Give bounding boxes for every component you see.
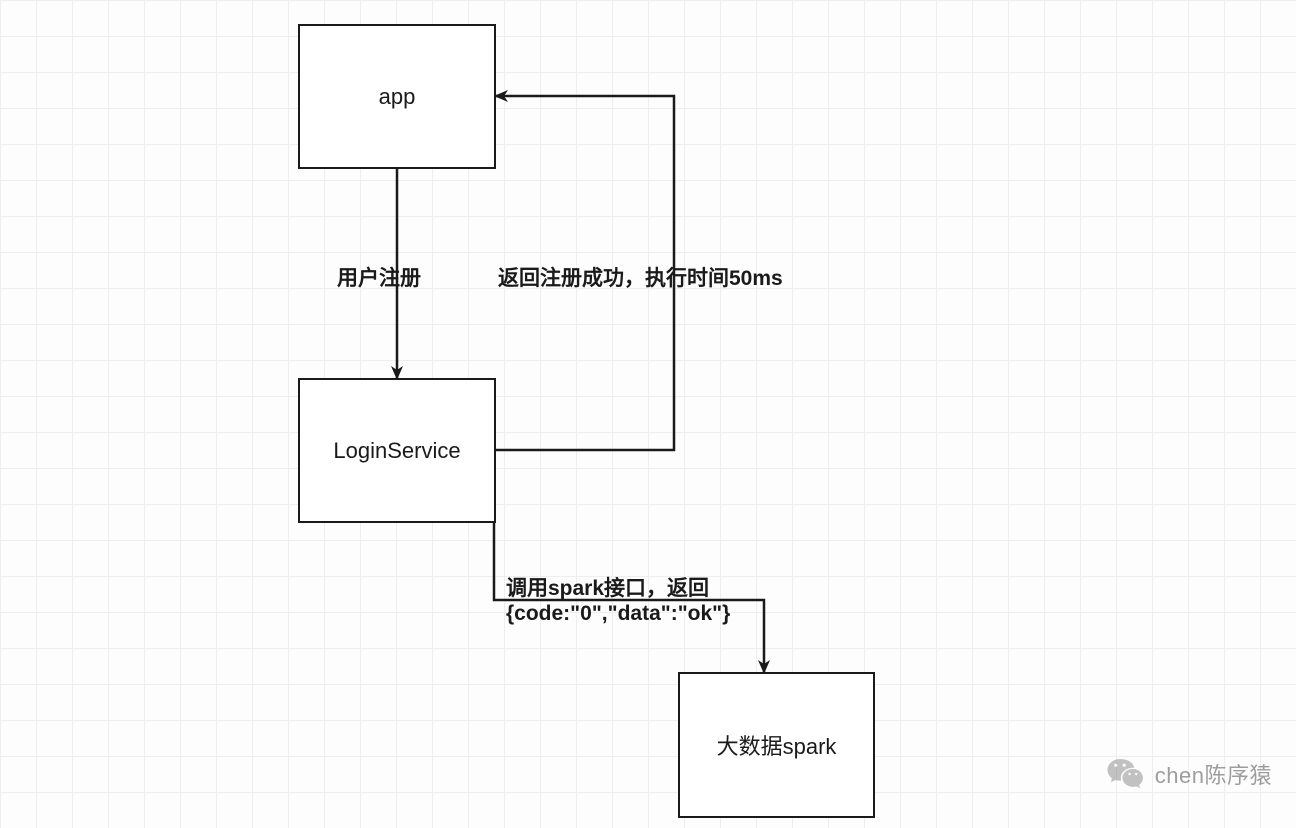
- grid-background: [0, 0, 1296, 828]
- node-spark: 大数据spark: [678, 672, 875, 818]
- node-app: app: [298, 24, 496, 169]
- edge-label-login-to-app: 返回注册成功，执行时间50ms: [498, 262, 783, 292]
- watermark: chen陈序猿: [1105, 754, 1272, 794]
- edge-label-app-to-login: 用户注册: [337, 262, 421, 292]
- node-login: LoginService: [298, 378, 496, 523]
- watermark-text: chen陈序猿: [1155, 758, 1272, 790]
- wechat-icon: [1105, 754, 1145, 794]
- edge-label-login-to-spark: 调用spark接口，返回 {code:"0","data":"ok"}: [506, 572, 730, 626]
